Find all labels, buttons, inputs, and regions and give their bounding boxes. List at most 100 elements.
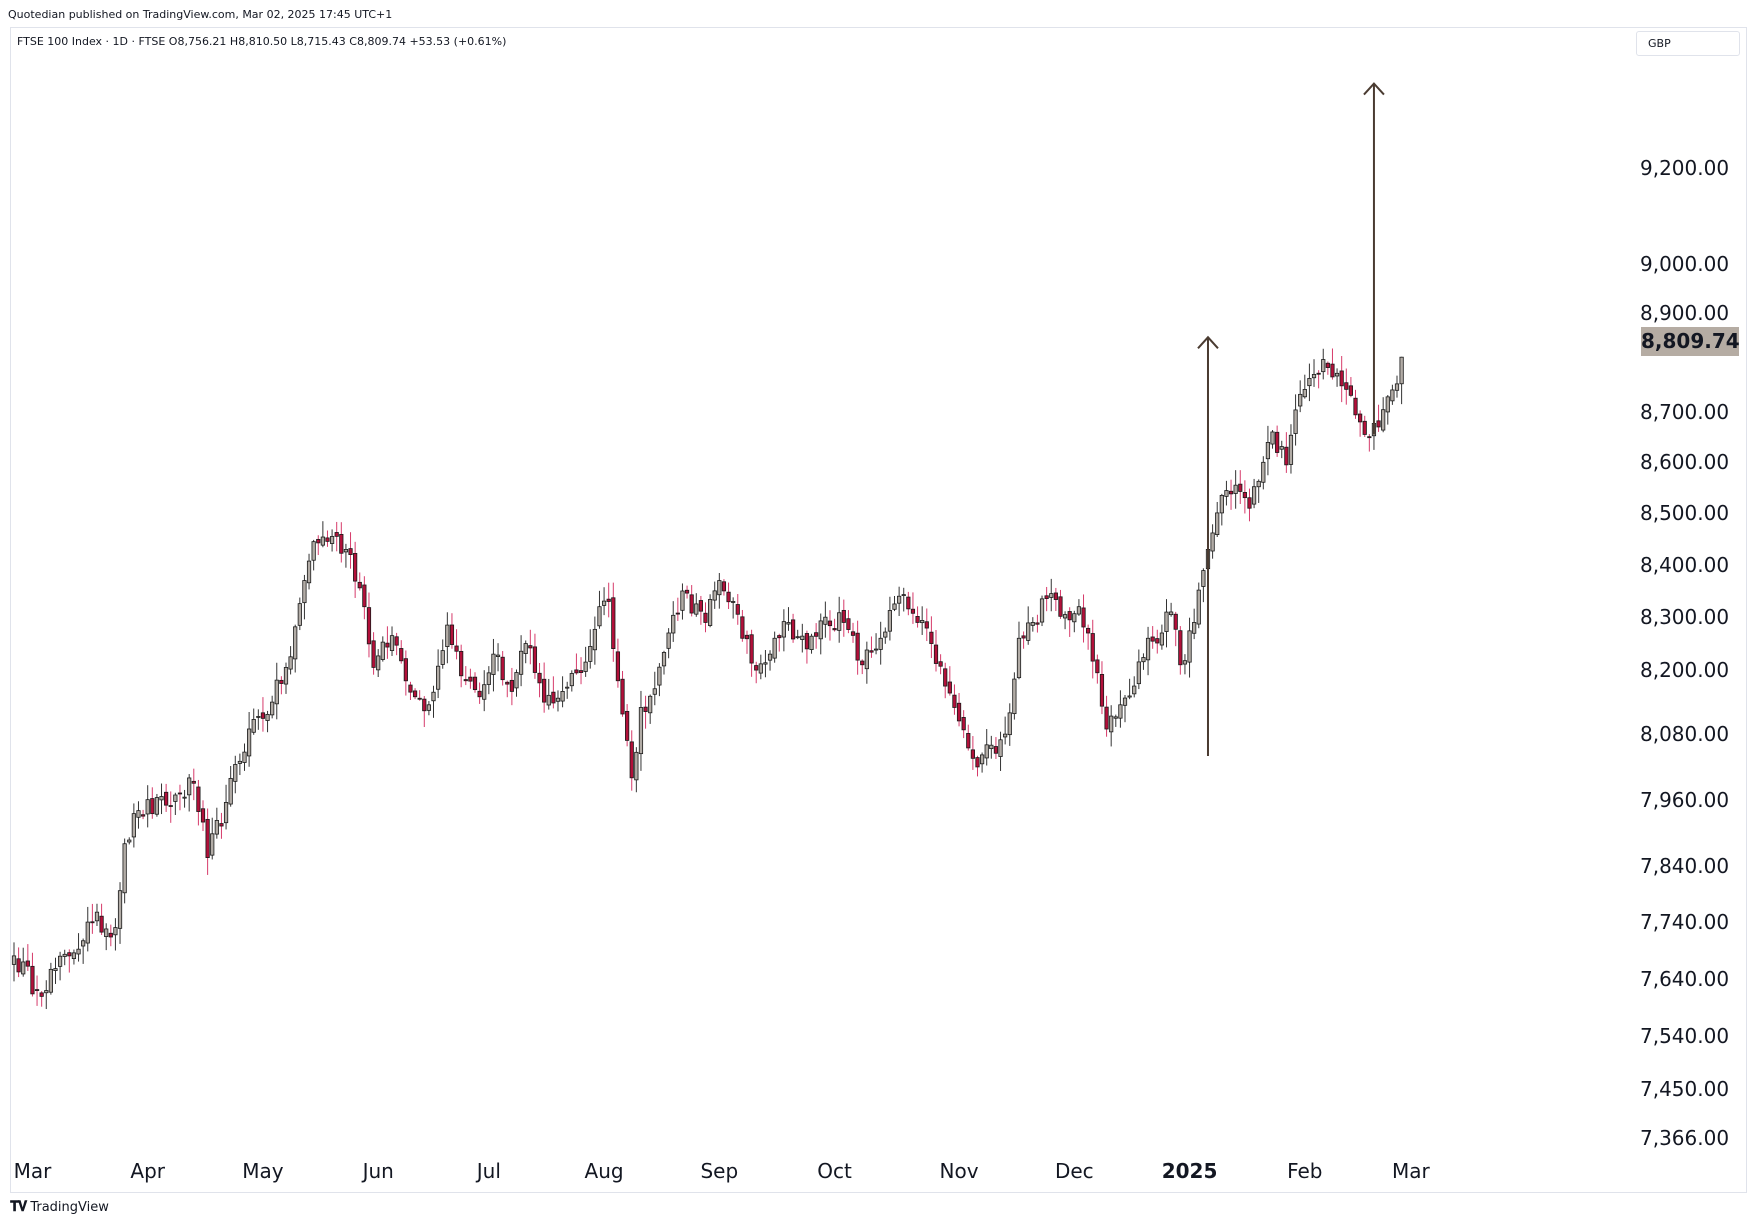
candle-body — [837, 612, 842, 631]
candle-body — [164, 791, 169, 806]
candle-body — [1196, 589, 1201, 625]
candle-body — [933, 644, 939, 664]
candle-body — [887, 610, 893, 632]
candle-body — [1279, 446, 1284, 450]
candle-body — [422, 698, 427, 712]
candle-body — [214, 820, 219, 835]
price-tick-label: 8,700.00 — [1640, 399, 1730, 424]
candle-body — [11, 955, 17, 965]
candle-body — [671, 614, 676, 634]
candle-body — [283, 667, 289, 685]
candle-body — [1344, 382, 1349, 390]
candle-body — [597, 606, 602, 627]
candle-body — [818, 620, 823, 640]
candle-body — [989, 744, 994, 750]
time-tick-label: Feb — [1287, 1159, 1323, 1183]
candle-body — [1164, 611, 1169, 632]
candle-body — [1256, 480, 1261, 488]
candle-body — [173, 794, 178, 802]
candle-body — [311, 541, 316, 561]
candle-body — [860, 660, 865, 666]
candle-body — [1284, 446, 1289, 466]
candle-body — [1039, 598, 1045, 623]
price-tick-label: 7,740.00 — [1640, 909, 1730, 934]
candle-body — [1330, 363, 1335, 378]
candle-body — [1016, 637, 1022, 679]
candle-body — [1288, 434, 1294, 465]
candle-body — [53, 968, 58, 972]
candle-body — [1053, 592, 1058, 600]
candle-body — [767, 653, 773, 661]
candle-body — [638, 707, 644, 755]
candle-body — [1265, 441, 1271, 460]
candle-body — [966, 733, 971, 749]
candle-body — [90, 921, 95, 924]
candle-body — [491, 653, 496, 675]
candle-body — [661, 652, 667, 667]
candle-body — [980, 754, 985, 765]
candle-body — [505, 681, 510, 685]
candle-body — [1358, 413, 1363, 423]
candle-body — [786, 622, 791, 625]
candle-body — [1187, 630, 1192, 663]
candle-body — [1044, 595, 1049, 599]
footer-brand[interactable]: 𝐓𝐕 TradingView — [10, 1199, 109, 1215]
candle-body — [39, 992, 44, 997]
candle-body — [1247, 497, 1252, 509]
candle-body — [302, 580, 307, 604]
candle-body — [814, 632, 819, 637]
candle-body — [823, 616, 828, 625]
candle-body — [270, 701, 275, 716]
candle-body — [440, 650, 445, 665]
candle-body — [486, 672, 491, 685]
candle-body — [71, 952, 77, 960]
candle-body — [1201, 570, 1206, 587]
candle-body — [482, 684, 487, 700]
candle-body — [113, 927, 118, 936]
time-tick-label: Nov — [939, 1159, 979, 1183]
candle-body — [1334, 372, 1340, 377]
candle-body — [293, 626, 298, 660]
candle-body — [279, 679, 284, 684]
candle-body — [1058, 596, 1063, 617]
candle-body — [906, 596, 911, 610]
candle-body — [970, 749, 975, 759]
candle-body — [25, 960, 30, 967]
candle-body — [219, 823, 224, 827]
candle-body — [154, 797, 160, 815]
candle-body — [150, 798, 155, 815]
candle-body — [1307, 378, 1312, 387]
price-tick-label: 9,200.00 — [1640, 156, 1730, 181]
currency-selector[interactable]: GBP — [1636, 31, 1740, 56]
candle-body — [1113, 716, 1118, 719]
candle-body — [306, 560, 312, 584]
candle-body — [1141, 657, 1146, 663]
candle-body — [961, 717, 966, 731]
candle-body — [1251, 486, 1257, 505]
candle-body — [449, 624, 455, 645]
price-tick-label: 7,540.00 — [1640, 1024, 1730, 1049]
candle-body — [177, 792, 183, 795]
candle-body — [841, 609, 846, 623]
time-tick-label: Mar — [1391, 1159, 1430, 1183]
candle-body — [1242, 492, 1247, 499]
candle-body — [528, 645, 533, 649]
candle-body — [1192, 622, 1197, 634]
candle-body — [247, 728, 252, 757]
candle-body — [1136, 661, 1141, 685]
tradingview-logo-icon: 𝐓𝐕 — [10, 1199, 27, 1215]
price-tick-label: 7,366.00 — [1640, 1126, 1730, 1150]
candle-body — [85, 921, 90, 944]
candle-body — [1376, 420, 1381, 428]
chart-frame[interactable] — [10, 27, 1747, 1193]
candle-body — [210, 833, 215, 856]
candle-body — [1178, 630, 1183, 666]
candle-body — [920, 620, 925, 624]
candle-body — [357, 581, 362, 589]
candle-body — [205, 818, 210, 858]
candle-body — [1275, 431, 1280, 453]
candle-body — [67, 952, 72, 957]
candle-body — [975, 757, 980, 768]
candle-body — [772, 637, 777, 659]
